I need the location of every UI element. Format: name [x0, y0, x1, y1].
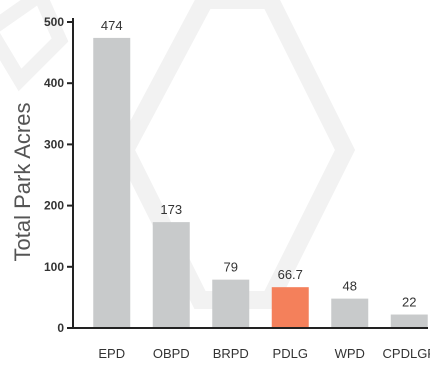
y-tick-label-400: 400: [44, 76, 64, 90]
bar-wpd: [331, 298, 369, 328]
watermark-hexagon-left: [0, 0, 69, 92]
category-label-wpd: WPD: [335, 346, 365, 361]
category-label-brpd: BRPD: [213, 346, 249, 361]
value-labels-group: 474 173 79 66.7 48 22: [101, 18, 417, 310]
bar-epd: [93, 37, 131, 329]
y-tick-label-100: 100: [44, 260, 64, 274]
category-label-obpd: OBPD: [153, 346, 190, 361]
y-axis-title: Total Park Acres: [10, 103, 35, 262]
value-label-pdlg: 66.7: [278, 267, 303, 282]
y-tick-label-300: 300: [44, 137, 64, 151]
y-tick-label-0: 0: [57, 321, 64, 335]
y-tick-label-500: 500: [44, 15, 64, 29]
value-label-epd: 474: [101, 18, 123, 33]
bar-brpd: [212, 279, 250, 328]
y-tick-label-200: 200: [44, 199, 64, 213]
value-label-cpdlgp: 22: [402, 295, 416, 310]
category-label-pdlg: PDLG: [273, 346, 308, 361]
category-label-cpdlgp: CPDLGP: [383, 346, 430, 361]
bar-cpdlgp: [390, 314, 428, 328]
value-label-brpd: 79: [224, 260, 238, 275]
bar-obpd: [152, 222, 190, 328]
value-label-wpd: 48: [343, 279, 357, 294]
bar-pdlg: [271, 287, 309, 328]
category-labels-group: EPD OBPD BRPD PDLG WPD CPDLGP: [98, 346, 430, 361]
value-label-obpd: 173: [160, 202, 182, 217]
bars-group: [93, 37, 428, 329]
y-axis: 0 100 200 300 400 500: [44, 15, 74, 335]
category-label-epd: EPD: [98, 346, 125, 361]
